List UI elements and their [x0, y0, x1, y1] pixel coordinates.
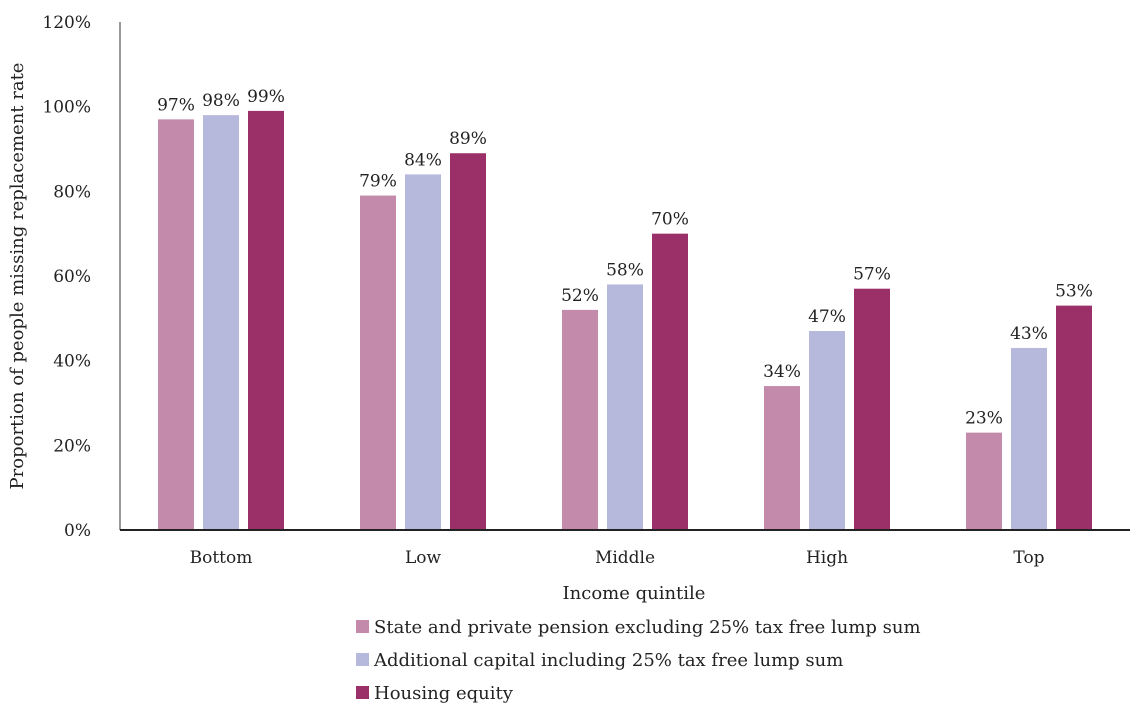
- legend-label: State and private pension excluding 25% …: [374, 617, 921, 638]
- data-label: 47%: [808, 307, 846, 327]
- data-label: 70%: [651, 210, 689, 230]
- data-label: 23%: [965, 409, 1003, 429]
- bar: [607, 284, 643, 530]
- legend-item: Housing equity: [356, 683, 514, 704]
- y-tick-label: 20%: [53, 436, 91, 456]
- data-label: 98%: [202, 91, 240, 111]
- legend-label: Housing equity: [374, 683, 514, 704]
- bar: [966, 432, 1002, 530]
- y-tick-label: 40%: [53, 352, 91, 372]
- legend-label: Additional capital including 25% tax fre…: [373, 650, 843, 671]
- legend-swatch: [356, 686, 369, 699]
- bar: [1011, 347, 1047, 530]
- x-tick-label: Top: [1013, 548, 1044, 568]
- data-label: 43%: [1010, 324, 1048, 344]
- data-label: 99%: [247, 87, 285, 107]
- bar: [562, 309, 598, 530]
- data-label: 84%: [404, 150, 442, 170]
- bar: [203, 115, 239, 530]
- y-axis-title: Proportion of people missing replacement…: [7, 63, 28, 490]
- data-label: 52%: [561, 286, 599, 306]
- x-tick-labels: Bottom Low Middle High Top: [190, 548, 1045, 568]
- data-label: 57%: [853, 265, 891, 285]
- y-tick-labels: 0% 20% 40% 60% 80% 100% 120%: [42, 13, 91, 541]
- legend-item: Additional capital including 25% tax fre…: [356, 650, 843, 671]
- data-label: 79%: [359, 172, 397, 192]
- bar: [248, 110, 284, 531]
- bar: [158, 119, 194, 530]
- legend: State and private pension excluding 25% …: [356, 617, 921, 704]
- x-tick-label: Middle: [595, 548, 655, 568]
- bar: [360, 195, 396, 531]
- bar: [652, 233, 688, 530]
- legend-item: State and private pension excluding 25% …: [356, 617, 921, 638]
- bar: [854, 288, 890, 530]
- data-label: 34%: [763, 362, 801, 382]
- bar: [764, 386, 800, 530]
- x-tick-label: Low: [405, 548, 442, 568]
- bars: [158, 110, 1092, 531]
- bar: [405, 174, 441, 530]
- legend-swatch: [356, 653, 369, 666]
- y-tick-label: 0%: [64, 521, 91, 541]
- data-label: 58%: [606, 260, 644, 280]
- x-tick-label: Bottom: [190, 548, 253, 568]
- y-tick-label: 80%: [53, 182, 91, 202]
- x-axis-title: Income quintile: [563, 583, 706, 604]
- legend-swatch: [356, 620, 369, 633]
- y-tick-label: 100%: [42, 98, 91, 118]
- bar: [450, 153, 486, 530]
- bar: [809, 331, 845, 530]
- data-label: 53%: [1055, 282, 1093, 302]
- data-labels: 97% 98% 99% 79% 84% 89% 52% 58% 70% 34% 47% 57% 23% 4…: [157, 87, 1093, 429]
- data-label: 89%: [449, 129, 487, 149]
- bar: [1056, 305, 1092, 530]
- x-tick-label: High: [806, 548, 848, 568]
- y-tick-label: 120%: [42, 13, 91, 33]
- y-tick-label: 60%: [53, 267, 91, 287]
- data-label: 97%: [157, 95, 195, 115]
